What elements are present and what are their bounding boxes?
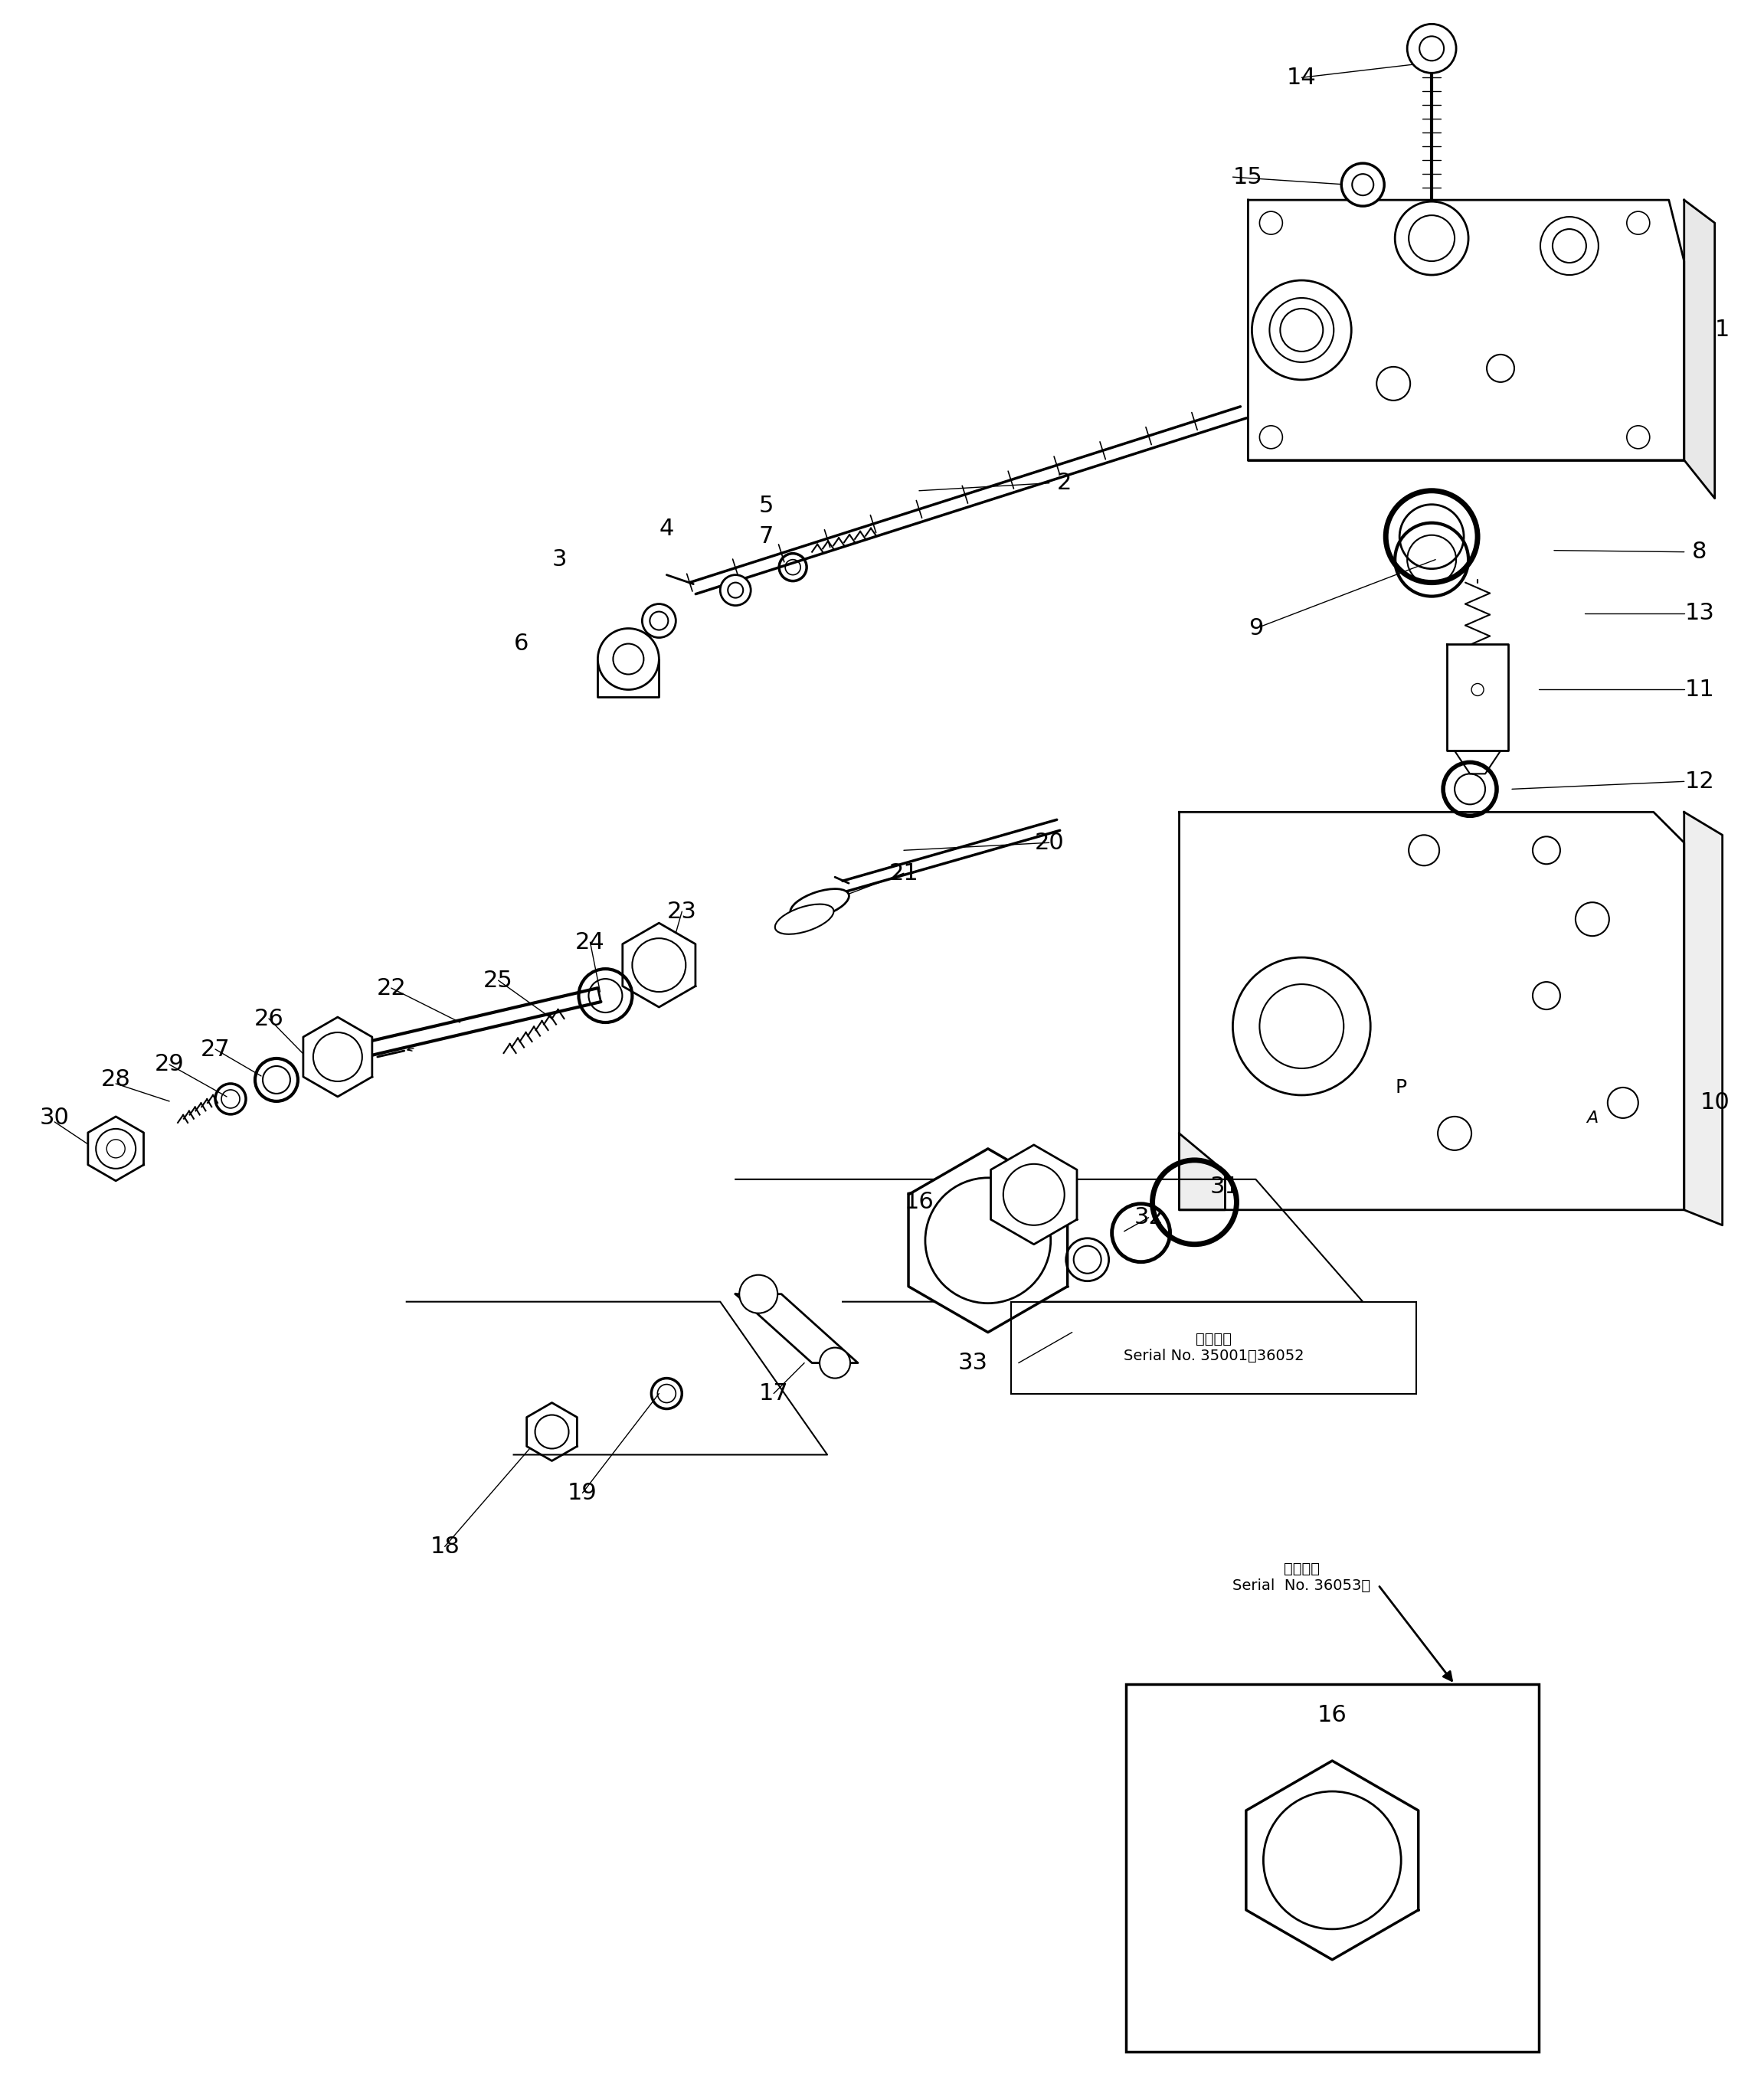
Text: 28: 28 [101, 1069, 131, 1090]
Polygon shape [527, 1403, 577, 1462]
Text: 30: 30 [41, 1107, 69, 1130]
Polygon shape [1446, 645, 1508, 752]
Polygon shape [1455, 752, 1501, 773]
Circle shape [1395, 202, 1468, 275]
Text: 5: 5 [759, 496, 774, 517]
Polygon shape [88, 1117, 143, 1180]
Polygon shape [1245, 1760, 1418, 1959]
Circle shape [1408, 23, 1455, 74]
Polygon shape [1685, 813, 1722, 1224]
Text: 10: 10 [1700, 1092, 1729, 1113]
Text: 23: 23 [667, 901, 697, 922]
Circle shape [739, 1275, 778, 1312]
Polygon shape [598, 659, 660, 697]
Text: 25: 25 [483, 970, 513, 991]
Text: 7: 7 [759, 525, 774, 548]
Text: 1: 1 [1715, 319, 1730, 340]
Polygon shape [991, 1144, 1078, 1245]
Text: 19: 19 [568, 1483, 598, 1504]
Polygon shape [623, 924, 695, 1008]
Text: 27: 27 [201, 1037, 229, 1060]
Ellipse shape [790, 888, 848, 920]
Text: 20: 20 [1034, 832, 1064, 855]
Polygon shape [1178, 813, 1685, 1210]
Text: 33: 33 [958, 1352, 988, 1373]
Text: 31: 31 [1210, 1176, 1240, 1199]
Polygon shape [908, 1149, 1067, 1331]
Text: 26: 26 [254, 1008, 284, 1029]
Circle shape [820, 1348, 850, 1378]
Text: 29: 29 [155, 1054, 183, 1075]
Text: 8: 8 [1692, 542, 1708, 563]
Text: 3: 3 [552, 548, 566, 571]
Polygon shape [1249, 200, 1685, 460]
Circle shape [1270, 298, 1334, 361]
Text: 2: 2 [1057, 472, 1073, 494]
Circle shape [642, 605, 676, 638]
Text: 11: 11 [1685, 678, 1715, 701]
Polygon shape [303, 1016, 372, 1096]
Circle shape [1540, 216, 1598, 275]
Text: A: A [1586, 1111, 1598, 1126]
Text: 13: 13 [1685, 603, 1715, 624]
Text: 適用号機
Serial No. 35001～36052: 適用号機 Serial No. 35001～36052 [1124, 1331, 1304, 1363]
Polygon shape [1685, 200, 1715, 498]
Text: 15: 15 [1233, 166, 1263, 189]
Text: 16: 16 [905, 1191, 933, 1214]
Text: 32: 32 [1134, 1205, 1164, 1228]
Text: 12: 12 [1685, 771, 1715, 792]
Text: 14: 14 [1286, 67, 1316, 88]
Text: 適用号機
Serial  No. 36053～: 適用号機 Serial No. 36053～ [1233, 1562, 1371, 1592]
Text: 6: 6 [513, 632, 529, 655]
Circle shape [720, 575, 751, 605]
Text: 18: 18 [430, 1535, 460, 1558]
Text: 24: 24 [575, 930, 605, 953]
Text: 22: 22 [376, 976, 406, 1000]
Text: 17: 17 [759, 1382, 789, 1405]
Text: 21: 21 [889, 863, 919, 884]
Circle shape [1341, 164, 1385, 206]
Text: 9: 9 [1249, 617, 1263, 640]
Bar [1125, 1684, 1538, 2052]
Circle shape [1252, 279, 1351, 380]
Polygon shape [736, 1294, 857, 1363]
Ellipse shape [774, 905, 834, 934]
Polygon shape [1178, 1134, 1226, 1210]
Circle shape [598, 628, 660, 689]
Text: 16: 16 [1318, 1703, 1348, 1726]
Text: P: P [1395, 1077, 1408, 1096]
Text: 4: 4 [660, 519, 674, 540]
Bar [1011, 1302, 1416, 1394]
